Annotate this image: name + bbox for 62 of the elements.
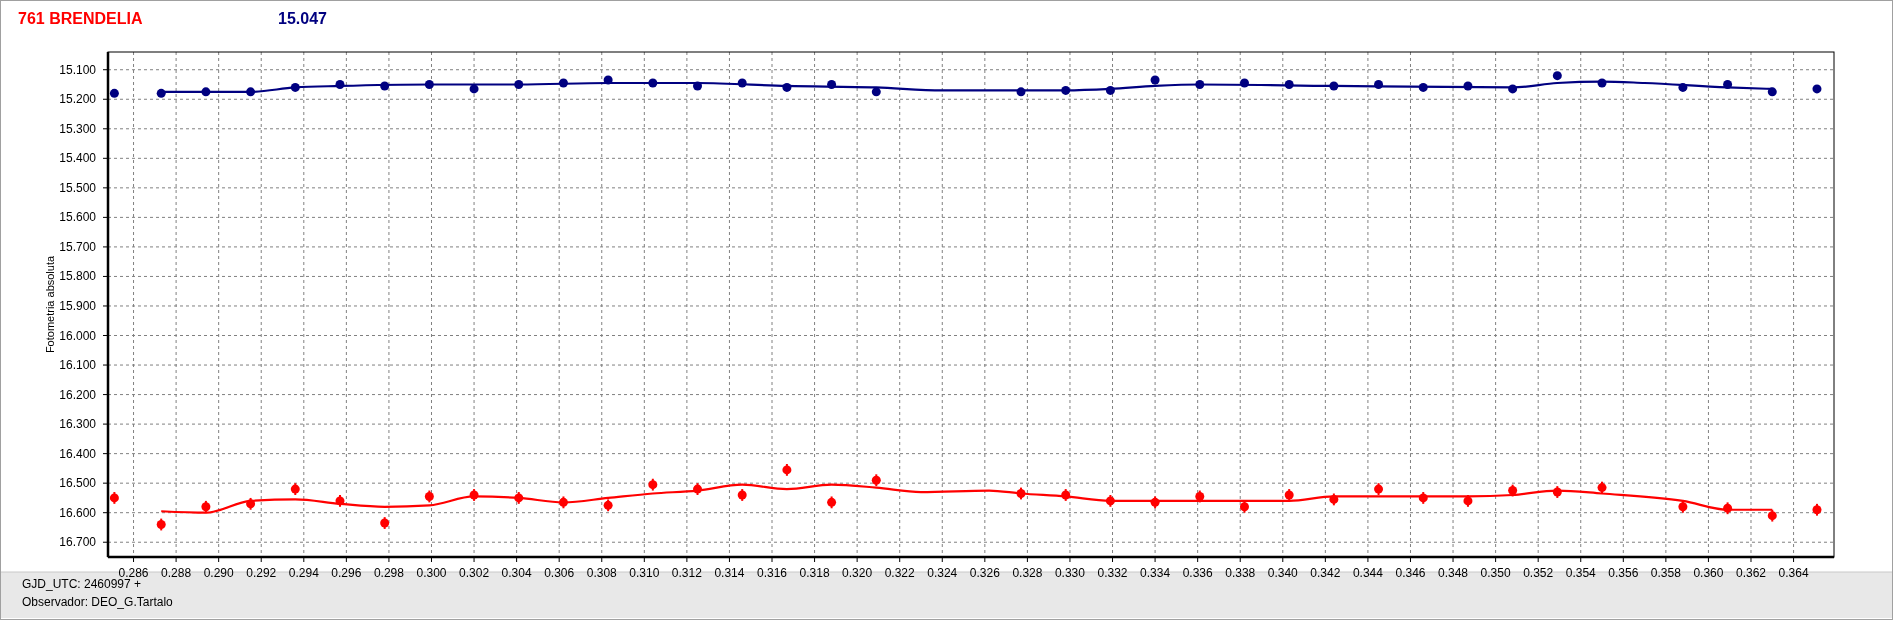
x-tick-label: 0.288 (161, 566, 192, 580)
x-tick-label: 0.362 (1735, 566, 1767, 580)
x-tick-label: 0.350 (1480, 566, 1511, 580)
x-tick-label: 0.342 (1310, 566, 1341, 580)
x-tick-label: 0.358 (1650, 566, 1682, 580)
y-tick-label: 16.000 (59, 328, 97, 343)
y-tick-label: 15.700 (59, 239, 97, 254)
y-tick-label: 16.600 (59, 505, 97, 520)
text: 15.047 (278, 10, 328, 27)
x-tick-label: 0.346 (1395, 566, 1426, 580)
y-tick-label: 16.200 (59, 387, 97, 402)
x-tick-label: 0.354 (1565, 566, 1597, 580)
x-tick-label: 0.360 (1693, 566, 1724, 580)
x-tick-label: 0.316 (756, 566, 788, 580)
x-tick-label: 0.294 (288, 566, 320, 580)
y-tick-label: 15.800 (59, 269, 97, 284)
x-tick-label: 0.334 (1140, 566, 1171, 580)
y-tick-label: 16.300 (59, 417, 97, 432)
x-tick-label: 0.326 (969, 566, 1001, 580)
x-tick-label: 0.310 (629, 566, 660, 580)
x-tick-label: 0.302 (459, 566, 490, 580)
x-tick-label: 0.300 (416, 566, 447, 580)
y-tick-label: 16.400 (59, 446, 97, 461)
x-tick-label: 0.312 (671, 566, 703, 580)
y-tick-label: 16.500 (59, 476, 97, 491)
y-tick-label: 15.300 (59, 121, 97, 136)
x-tick-label: 0.348 (1438, 566, 1469, 580)
y-tick-label: 15.600 (59, 210, 97, 225)
y-tick-label: 15.400 (59, 151, 97, 166)
x-tick-label: 0.332 (1097, 566, 1128, 580)
x-tick-label: 0.324 (927, 566, 958, 580)
x-tick-label: 0.352 (1523, 566, 1554, 580)
y-axis-title: Fotometria absoluta (44, 255, 56, 354)
text: Observador: DEO_G.Tartalo (22, 595, 174, 609)
y-tick-label: 16.100 (59, 358, 97, 373)
y-tick-label: 15.100 (59, 62, 97, 77)
x-tick-label: 0.296 (331, 566, 362, 580)
x-tick-label: 0.338 (1225, 566, 1256, 580)
x-tick-label: 0.286 (118, 566, 149, 580)
x-tick-label: 0.292 (246, 566, 277, 580)
x-tick-label: 0.304 (501, 566, 532, 580)
y-tick-label: 16.700 (59, 535, 97, 550)
x-tick-label: 0.320 (842, 566, 873, 580)
x-tick-label: 0.318 (799, 566, 830, 580)
y-tick-label: 15.500 (59, 180, 97, 195)
x-tick-label: 0.340 (1267, 566, 1299, 580)
x-tick-label: 0.364 (1778, 566, 1809, 580)
x-tick-label: 0.322 (884, 566, 916, 580)
x-tick-label: 0.298 (373, 566, 405, 580)
x-tick-label: 0.330 (1054, 566, 1086, 580)
x-tick-label: 0.336 (1182, 566, 1213, 580)
y-tick-label: 15.200 (59, 92, 97, 107)
x-tick-label: 0.306 (544, 566, 575, 580)
text: GJD_UTC: 2460997 + (22, 577, 142, 591)
x-tick-label: 0.308 (586, 566, 618, 580)
x-tick-label: 0.290 (203, 566, 235, 580)
text: 761 BRENDELIA (18, 10, 143, 27)
x-tick-label: 0.356 (1608, 566, 1639, 580)
x-tick-label: 0.314 (714, 566, 745, 580)
y-tick-label: 15.900 (59, 298, 97, 313)
x-tick-label: 0.344 (1352, 566, 1384, 580)
x-tick-label: 0.328 (1012, 566, 1043, 580)
